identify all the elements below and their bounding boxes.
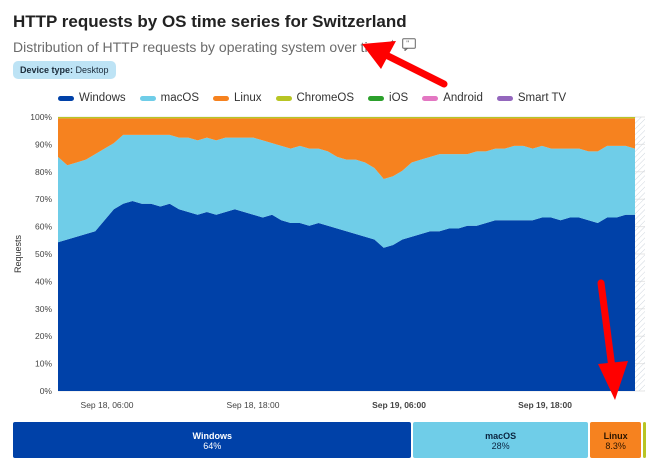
svg-text:": " <box>406 40 409 49</box>
legend-label: Linux <box>234 92 262 104</box>
y-tick-label: 20% <box>35 331 52 341</box>
share-summary-bar: Windows 64% macOS 28% Linux 8.3% <box>13 422 646 458</box>
summary-segment-macos[interactable]: macOS 28% <box>413 422 588 458</box>
summary-segment-percent: 64% <box>203 441 222 451</box>
summary-segment-percent: 28% <box>491 441 510 451</box>
legend-label: Android <box>443 92 483 104</box>
y-tick-label: 60% <box>35 222 52 232</box>
badge-value: Desktop <box>75 65 109 75</box>
legend-swatch <box>213 95 229 101</box>
device-type-badge[interactable]: Device type: Desktop <box>13 61 116 79</box>
series-area-macos[interactable] <box>58 134 635 248</box>
legend-swatch <box>368 95 385 101</box>
legend-item-android[interactable]: Android <box>422 92 483 104</box>
summary-segment-chromeos[interactable] <box>643 422 646 458</box>
legend-label: Smart TV <box>517 92 567 104</box>
chart-legend: Windows macOS Linux ChromeOS iOS Android Smart… <box>58 92 566 104</box>
summary-segment-windows[interactable]: Windows 64% <box>13 422 412 458</box>
summary-segment-linux[interactable]: Linux 8.3% <box>589 422 642 458</box>
legend-item-windows[interactable]: Windows <box>58 92 126 104</box>
y-tick-label: 0% <box>40 386 53 396</box>
legend-swatch <box>58 95 74 101</box>
legend-item-linux[interactable]: Linux <box>213 92 262 104</box>
y-tick-label: 40% <box>35 276 52 286</box>
badge-key: Device type: <box>20 65 74 75</box>
y-tick-label: 70% <box>35 194 52 204</box>
legend-swatch <box>422 95 439 101</box>
series-area-windows[interactable] <box>58 200 635 391</box>
legend-label: macOS <box>160 92 199 104</box>
chart-subtitle: Distribution of HTTP requests by operati… <box>13 39 388 55</box>
legend-label: Windows <box>79 92 126 104</box>
incomplete-data-region <box>635 117 645 391</box>
legend-swatch <box>275 95 292 101</box>
summary-segment-label: Linux <box>603 431 628 441</box>
x-tick-label: Sep 18, 18:00 <box>227 400 280 410</box>
legend-item-ios[interactable]: iOS <box>368 92 408 104</box>
legend-label: iOS <box>389 92 409 104</box>
x-tick-label: Sep 18, 06:00 <box>81 400 134 410</box>
legend-swatch <box>496 95 513 101</box>
x-tick-label: Sep 19, 18:00 <box>518 400 572 410</box>
x-tick-label: Sep 19, 06:00 <box>372 400 426 410</box>
legend-item-smart-tv[interactable]: Smart TV <box>496 92 567 104</box>
series-area-chromeos[interactable] <box>58 117 635 119</box>
y-tick-label: 90% <box>35 139 52 149</box>
chart-title: HTTP requests by OS time series for Swit… <box>13 12 407 31</box>
legend-swatch <box>139 95 156 101</box>
y-tick-label: 30% <box>35 304 52 314</box>
legend-item-chromeos[interactable]: ChromeOS <box>275 92 355 104</box>
summary-segment-label: Windows <box>192 431 232 441</box>
area-chart: 0% 10% 20% 30% 40% 50% 60% 70% 80% 90% 100% Sep 18,… <box>30 112 645 410</box>
legend-label: ChromeOS <box>296 92 355 104</box>
y-tick-label: 50% <box>35 249 52 259</box>
summary-segment-percent: 8.3% <box>605 441 626 451</box>
summary-segment-label: macOS <box>485 431 517 441</box>
y-tick-label: 100% <box>30 112 52 122</box>
y-tick-label: 80% <box>35 167 52 177</box>
legend-item-macos[interactable]: macOS <box>139 92 199 104</box>
series-area-linux[interactable] <box>58 118 635 179</box>
y-tick-label: 10% <box>35 359 52 369</box>
